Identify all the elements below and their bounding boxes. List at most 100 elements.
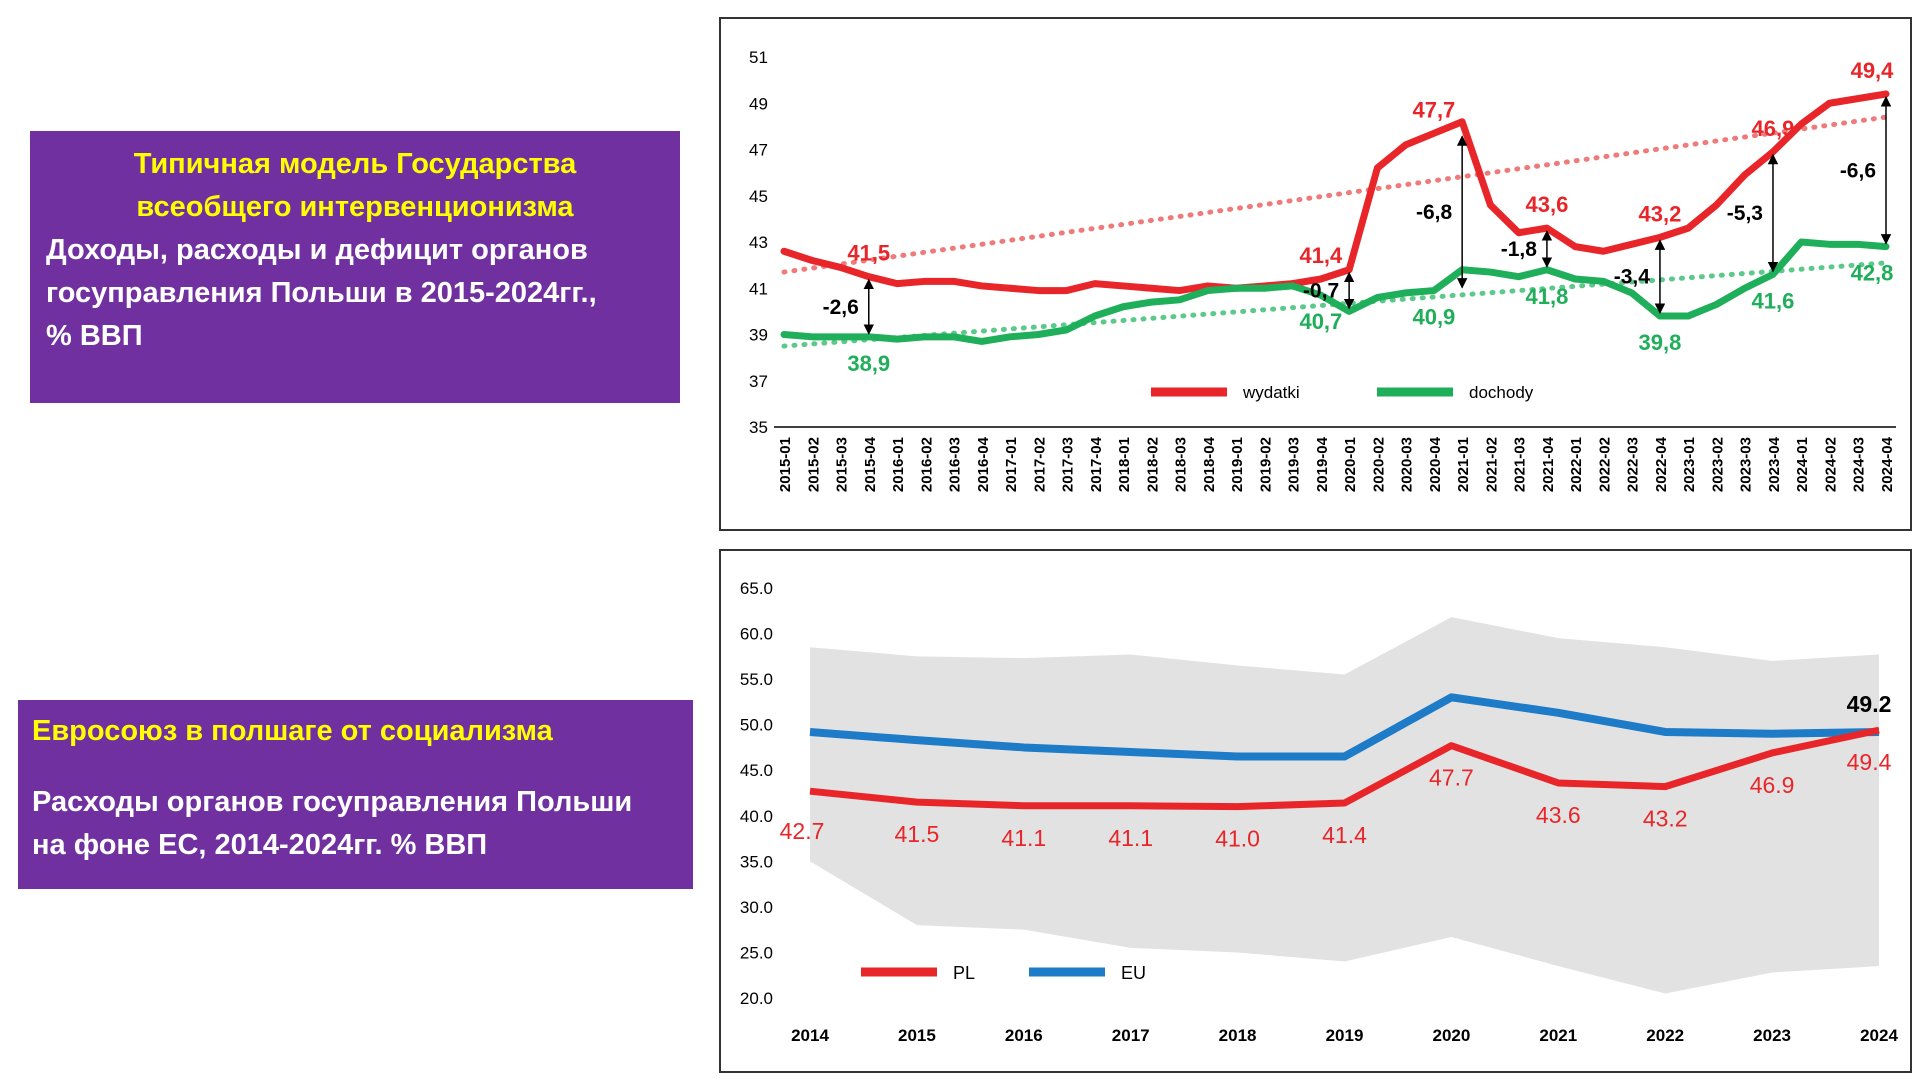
x-tick-label: 2016-01 bbox=[890, 437, 907, 492]
value-label-pl: 42.7 bbox=[780, 818, 825, 844]
y-tick-label: 55.0 bbox=[740, 670, 773, 689]
y-tick-label: 37 bbox=[749, 372, 768, 391]
value-label-dochody: 38,9 bbox=[847, 351, 890, 376]
top-caption-body-line2: госуправления Польши в 2015-2024гг., bbox=[46, 277, 597, 309]
x-tick-label: 2018-03 bbox=[1173, 437, 1190, 492]
x-tick-label: 2021-01 bbox=[1455, 437, 1472, 492]
deficit-label: -2,6 bbox=[823, 296, 859, 319]
x-tick-label: 2019-01 bbox=[1229, 437, 1246, 492]
legend-label-dochody: dochody bbox=[1469, 383, 1534, 402]
x-tick-label: 2024 bbox=[1860, 1026, 1898, 1045]
pl-eu-expenditure-chart-svg: 20.0 25.0 30.0 35.0 40.0 45.0 50.0 55.0 60.0 65.0… bbox=[740, 579, 1899, 1045]
legend-label-pl: PL bbox=[953, 963, 975, 983]
y-tick-label: 40.0 bbox=[740, 807, 773, 826]
deficit-label: -5,3 bbox=[1727, 202, 1763, 225]
x-tick-label: 2017-03 bbox=[1060, 437, 1077, 492]
y-tick-label: 25.0 bbox=[740, 943, 773, 962]
top-caption-title-line1: Типичная модель Государства bbox=[133, 148, 577, 180]
legend-label-eu: EU bbox=[1121, 963, 1146, 983]
value-label-pl: 41.1 bbox=[1108, 825, 1153, 851]
x-tick-label: 2017-01 bbox=[1003, 437, 1020, 492]
y-tick-label: 50.0 bbox=[740, 716, 773, 735]
x-tick-label: 2019-04 bbox=[1314, 436, 1331, 492]
value-label-wydatki: 49,4 bbox=[1851, 58, 1895, 83]
y-tick-label: 49 bbox=[749, 94, 768, 113]
pl-eu-expenditure-chart: 20.0 25.0 30.0 35.0 40.0 45.0 50.0 55.0 60.0 65.0… bbox=[719, 549, 1912, 1073]
x-tick-label: 2024-01 bbox=[1794, 437, 1811, 492]
value-label-eu: 49.2 bbox=[1847, 691, 1892, 717]
deficit-label: -6,8 bbox=[1416, 201, 1453, 224]
top-caption-box: Типичная модель Государства всеобщего ин… bbox=[30, 131, 680, 403]
y-tick-label: 45 bbox=[749, 187, 768, 206]
y-tick-label: 60.0 bbox=[740, 625, 773, 644]
x-tick-label: 2015-01 bbox=[777, 437, 794, 492]
x-tick-label: 2019 bbox=[1326, 1026, 1364, 1045]
series-line-eu bbox=[809, 693, 1880, 761]
x-tick-label: 2020-02 bbox=[1370, 437, 1387, 492]
x-tick-label: 2023-01 bbox=[1681, 437, 1698, 492]
value-label-pl: 41.4 bbox=[1322, 822, 1367, 848]
deficit-label: -0,7 bbox=[1303, 280, 1339, 303]
x-tick-label: 2021-02 bbox=[1483, 437, 1500, 492]
x-tick-label: 2015-02 bbox=[805, 437, 822, 492]
x-tick-label: 2020 bbox=[1432, 1026, 1470, 1045]
deficit-label: -1,8 bbox=[1501, 238, 1538, 261]
value-label-wydatki: 43,2 bbox=[1639, 201, 1682, 226]
deficit-label: -3,4 bbox=[1614, 266, 1651, 289]
x-tick-label: 2021-04 bbox=[1540, 436, 1557, 492]
value-label-pl: 47.7 bbox=[1429, 765, 1474, 791]
value-label-wydatki: 47,7 bbox=[1412, 97, 1455, 122]
bottom-caption-box: Евросоюз в полшаге от социализма Расходы… bbox=[18, 700, 693, 889]
x-tick-label: 2015 bbox=[898, 1026, 936, 1045]
quarterly-budget-chart-svg: 35 37 39 41 43 45 47 49 51 2015-01 2015-02 2015-03 2… bbox=[749, 48, 1896, 492]
value-label-wydatki: 46,9 bbox=[1752, 116, 1795, 141]
value-label-dochody: 40,7 bbox=[1299, 309, 1342, 334]
x-tick-label: 2020-01 bbox=[1342, 437, 1359, 492]
y-tick-label: 35.0 bbox=[740, 852, 773, 871]
x-tick-label: 2014 bbox=[791, 1026, 829, 1045]
x-tick-label: 2020-04 bbox=[1427, 436, 1444, 492]
quarterly-budget-chart: 35 37 39 41 43 45 47 49 51 2015-01 2015-02 2015-03 2… bbox=[719, 17, 1912, 531]
x-tick-label: 2016 bbox=[1005, 1026, 1043, 1045]
x-tick-label: 2023 bbox=[1753, 1026, 1791, 1045]
x-tick-label: 2017-04 bbox=[1088, 436, 1105, 492]
x-tick-label: 2019-03 bbox=[1286, 437, 1303, 492]
x-tick-label: 2023-02 bbox=[1709, 437, 1726, 492]
value-label-pl: 41.5 bbox=[895, 821, 940, 847]
x-tick-label: 2022-01 bbox=[1568, 437, 1585, 492]
value-label-dochody: 42,8 bbox=[1851, 261, 1894, 286]
value-label-pl: 49.4 bbox=[1847, 749, 1892, 775]
x-tick-label: 2021-03 bbox=[1512, 437, 1529, 492]
x-tick-label: 2024-03 bbox=[1851, 437, 1868, 492]
legend-label-wydatki: wydatki bbox=[1242, 383, 1300, 402]
value-label-pl: 43.6 bbox=[1536, 802, 1581, 828]
x-tick-label: 2017 bbox=[1112, 1026, 1150, 1045]
x-tick-label: 2018-01 bbox=[1116, 437, 1133, 492]
x-tick-label: 2024-02 bbox=[1822, 437, 1839, 492]
deficit-label: -6,6 bbox=[1840, 159, 1876, 182]
value-label-pl: 41.0 bbox=[1215, 826, 1260, 852]
series-line-pl bbox=[809, 726, 1880, 811]
x-tick-label: 2022 bbox=[1646, 1026, 1684, 1045]
value-label-pl: 46.9 bbox=[1750, 772, 1795, 798]
x-tick-label: 2017-02 bbox=[1031, 437, 1048, 492]
y-tick-label: 45.0 bbox=[740, 761, 773, 780]
bottom-caption-title: Евросоюз в полшаге от социализма bbox=[32, 715, 553, 747]
value-label-dochody: 41,8 bbox=[1526, 284, 1569, 309]
x-tick-label: 2021 bbox=[1539, 1026, 1577, 1045]
value-label-dochody: 40,9 bbox=[1412, 305, 1455, 330]
x-tick-label: 2019-02 bbox=[1257, 437, 1274, 492]
x-tick-label: 2015-03 bbox=[834, 437, 851, 492]
y-tick-label: 41 bbox=[749, 279, 768, 298]
x-tick-label: 2016-03 bbox=[947, 437, 964, 492]
x-tick-label: 2020-03 bbox=[1399, 437, 1416, 492]
value-label-dochody: 41,6 bbox=[1752, 288, 1795, 313]
bottom-caption-body-line1: Расходы органов госуправления Польши bbox=[32, 786, 633, 818]
value-label-wydatki: 41,5 bbox=[847, 241, 890, 266]
x-tick-label: 2022-02 bbox=[1596, 437, 1613, 492]
top-caption-title-line2: всеобщего интервенционизма bbox=[136, 191, 574, 223]
value-label-pl: 41.1 bbox=[1001, 825, 1046, 851]
x-tick-label: 2016-04 bbox=[975, 436, 992, 492]
x-tick-label: 2023-03 bbox=[1738, 437, 1755, 492]
value-label-wydatki: 41,4 bbox=[1299, 243, 1343, 268]
